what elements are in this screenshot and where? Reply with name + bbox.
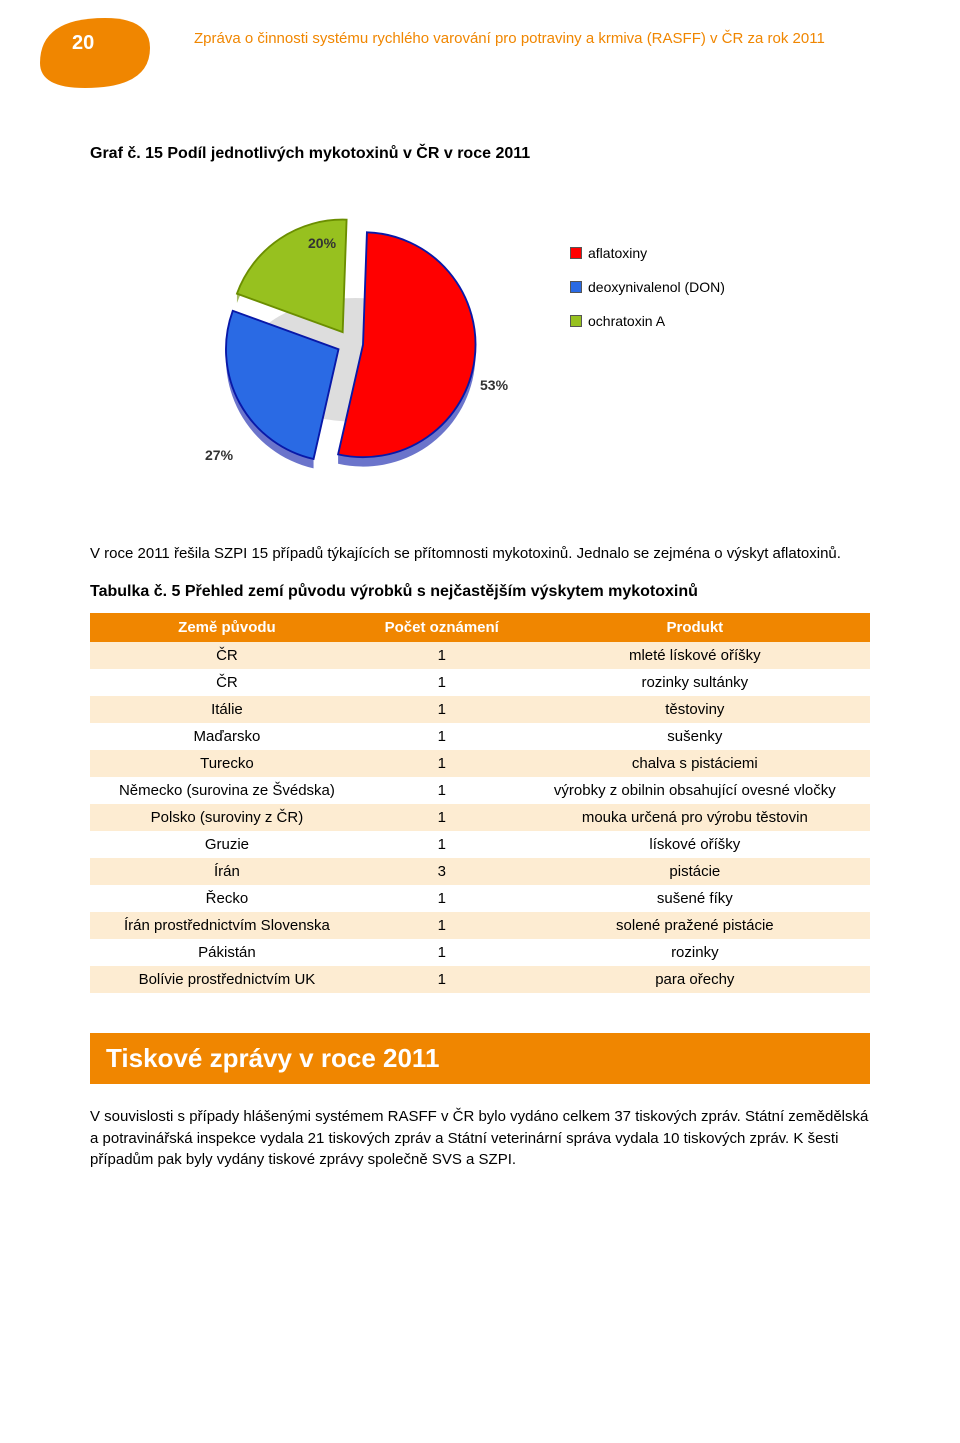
legend-item: aflatoxiny (570, 245, 725, 261)
table-cell: Maďarsko (90, 723, 364, 750)
table-header: Produkt (520, 613, 870, 642)
legend-label: ochratoxin A (588, 313, 665, 329)
table-cell: 1 (364, 831, 520, 858)
table-cell: Pákistán (90, 939, 364, 966)
legend-item: ochratoxin A (570, 313, 725, 329)
table-cell: sušené fíky (520, 885, 870, 912)
page-header: 20 Zpráva o činnosti systému rychlého va… (0, 0, 960, 145)
table-cell: lískové oříšky (520, 831, 870, 858)
paragraph: V souvislosti s případy hlášenými systém… (90, 1106, 870, 1171)
table-cell: Írán (90, 858, 364, 885)
table-cell: mleté lískové oříšky (520, 642, 870, 669)
table-header: Země původu (90, 613, 364, 642)
table-cell: 3 (364, 858, 520, 885)
table-cell: Německo (surovina ze Švédska) (90, 777, 364, 804)
report-title: Zpráva o činnosti systému rychlého varov… (194, 30, 825, 47)
legend-label: aflatoxiny (588, 245, 647, 261)
table-cell: 1 (364, 642, 520, 669)
table-cell: Polsko (suroviny z ČR) (90, 804, 364, 831)
table-row: Německo (surovina ze Švédska)1výrobky z … (90, 777, 870, 804)
table-cell: pistácie (520, 858, 870, 885)
table-row: Gruzie1lískové oříšky (90, 831, 870, 858)
table-row: Turecko1chalva s pistáciemi (90, 750, 870, 777)
table-cell: 1 (364, 723, 520, 750)
table-cell: Bolívie prostřednictvím UK (90, 966, 364, 993)
table-row: Bolívie prostřednictvím UK1para ořechy (90, 966, 870, 993)
pie-chart: 20% 53% 27% aflatoxiny deoxynivalenol (D… (90, 193, 870, 523)
table-cell: ČR (90, 642, 364, 669)
table-cell: Gruzie (90, 831, 364, 858)
table-cell: ČR (90, 669, 364, 696)
table-cell: 1 (364, 939, 520, 966)
leaf-badge-icon (30, 8, 160, 98)
table-cell: 1 (364, 804, 520, 831)
table-row: Írán3pistácie (90, 858, 870, 885)
table-row: Řecko1sušené fíky (90, 885, 870, 912)
table-row: ČR1mleté lískové oříšky (90, 642, 870, 669)
chart-legend: aflatoxiny deoxynivalenol (DON) ochratox… (570, 245, 725, 347)
table-cell: výrobky z obilnin obsahující ovesné vloč… (520, 777, 870, 804)
table-row: ČR1rozinky sultánky (90, 669, 870, 696)
pct-label-20: 20% (308, 235, 336, 251)
table-cell: rozinky (520, 939, 870, 966)
legend-swatch (570, 281, 582, 293)
legend-swatch (570, 315, 582, 327)
table-header: Počet oznámení (364, 613, 520, 642)
table-row: Itálie1těstoviny (90, 696, 870, 723)
mykotoxin-table: Země původu Počet oznámení Produkt ČR1ml… (90, 613, 870, 993)
section-heading: Tiskové zprávy v roce 2011 (90, 1033, 870, 1084)
table-cell: Írán prostřednictvím Slovenska (90, 912, 364, 939)
table-cell: Řecko (90, 885, 364, 912)
paragraph: V roce 2011 řešila SZPI 15 případů týkaj… (90, 543, 870, 565)
table-cell: Turecko (90, 750, 364, 777)
page-number: 20 (72, 32, 94, 55)
table-cell: sušenky (520, 723, 870, 750)
legend-item: deoxynivalenol (DON) (570, 279, 725, 295)
table-cell: rozinky sultánky (520, 669, 870, 696)
table-row: Pákistán1rozinky (90, 939, 870, 966)
legend-swatch (570, 247, 582, 259)
table-cell: 1 (364, 777, 520, 804)
table-row: Írán prostřednictvím Slovenska1solené pr… (90, 912, 870, 939)
table-cell: mouka určená pro výrobu těstovin (520, 804, 870, 831)
table-title: Tabulka č. 5 Přehled zemí původu výrobků… (90, 583, 870, 601)
table-cell: Itálie (90, 696, 364, 723)
pct-label-53: 53% (480, 377, 508, 393)
legend-label: deoxynivalenol (DON) (588, 279, 725, 295)
table-row: Polsko (suroviny z ČR)1mouka určená pro … (90, 804, 870, 831)
table-cell: para ořechy (520, 966, 870, 993)
table-cell: 1 (364, 750, 520, 777)
table-cell: chalva s pistáciemi (520, 750, 870, 777)
table-cell: solené pražené pistácie (520, 912, 870, 939)
table-row: Maďarsko1sušenky (90, 723, 870, 750)
table-cell: 1 (364, 885, 520, 912)
table-cell: 1 (364, 966, 520, 993)
chart-title: Graf č. 15 Podíl jednotlivých mykotoxinů… (90, 145, 870, 163)
table-cell: 1 (364, 696, 520, 723)
pie-svg-wrap (200, 193, 500, 493)
table-cell: 1 (364, 669, 520, 696)
table-cell: 1 (364, 912, 520, 939)
table-cell: těstoviny (520, 696, 870, 723)
pct-label-27: 27% (205, 447, 233, 463)
